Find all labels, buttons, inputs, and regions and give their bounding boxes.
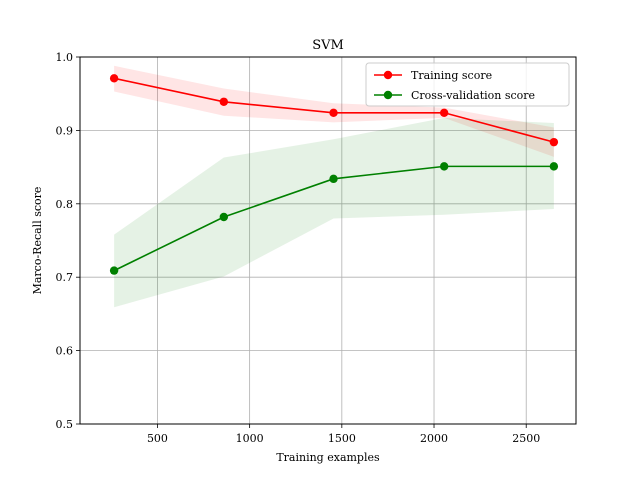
y-tick-label: 0.6 (56, 345, 74, 358)
cross-validation-score-point (329, 174, 338, 184)
x-axis-label: Training examples (276, 451, 380, 464)
legend-cross-validation-marker (383, 90, 393, 100)
plot-frame (79, 56, 577, 425)
y-tick-label: 1.0 (56, 51, 74, 64)
cross-validation-score-point (549, 162, 559, 171)
series-lines (109, 74, 559, 275)
y-axis-label: Marco-Recall score (31, 187, 44, 295)
legend-box (365, 62, 570, 107)
y-tick-label: 0.5 (56, 418, 74, 431)
y-tick-label: 0.8 (56, 198, 74, 211)
cross-validation-score-point (219, 212, 229, 222)
chart-title: SVM (312, 38, 344, 53)
x-tick-label: 2500 (512, 432, 540, 445)
axis-ticks: 500 1000 1500 2000 2500 0.5 0.6 0.7 0.8 0.9 1.0 (56, 51, 541, 445)
legend-training-marker (383, 70, 393, 80)
training-score-point (439, 108, 449, 117)
legend: Training score Cross-validation score (365, 62, 570, 107)
x-tick-label: 500 (147, 432, 168, 445)
cross-validation-score-point (439, 162, 449, 171)
x-tick-label: 1000 (236, 432, 264, 445)
x-tick-label: 2000 (420, 432, 448, 445)
training-score-point (329, 108, 338, 117)
y-tick-label: 0.7 (56, 271, 74, 284)
training-score-point (219, 97, 229, 106)
legend-training-label: Training score (411, 69, 492, 82)
x-tick-label: 1500 (328, 432, 356, 445)
y-tick-label: 0.9 (56, 124, 74, 137)
legend-cross-validation-label: Cross-validation score (411, 89, 535, 102)
training-score-point (109, 74, 119, 83)
training-score-point (549, 137, 559, 147)
cross-validation-score-point (109, 266, 119, 275)
